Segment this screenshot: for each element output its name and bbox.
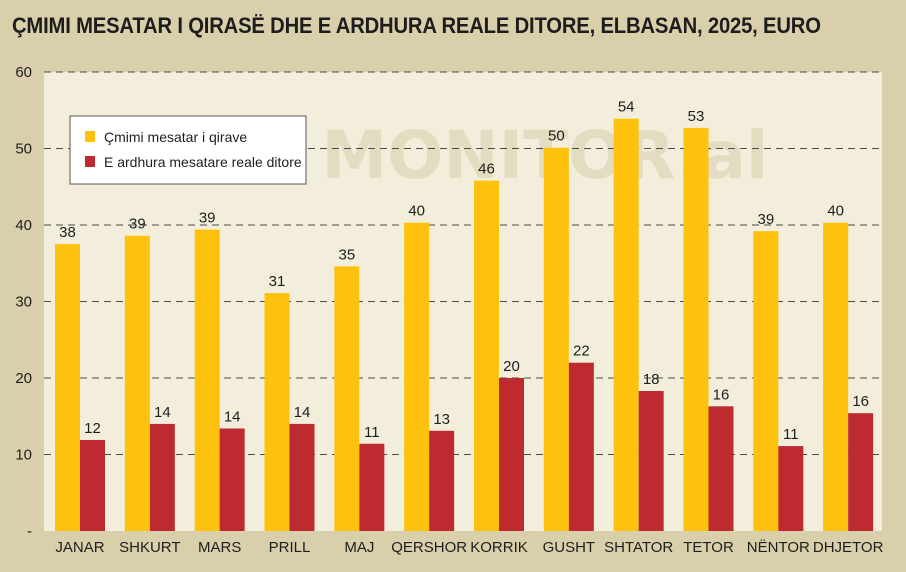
bar-rent [613,118,639,531]
bar-income [708,406,734,531]
data-label-rent: 39 [199,210,216,227]
data-label-rent: 40 [827,203,844,220]
data-label-income: 13 [433,411,450,428]
x-tick-label: SHKURT [119,539,180,556]
y-tick-label: 50 [15,141,32,158]
bar-rent [474,180,499,531]
bar-income [568,362,594,531]
data-label-rent: 31 [269,273,286,290]
data-label-income: 16 [852,393,869,410]
bar-rent [124,235,150,531]
bar-income [359,443,385,531]
bar-rent [334,266,360,531]
x-tick-label: MARS [198,539,241,556]
bar-rent [823,222,849,531]
legend-label: E ardhura mesatare reale ditore [104,154,302,170]
data-label-income: 18 [643,371,660,388]
x-tick-label: SHTATOR [604,539,673,556]
y-tick-label: 40 [15,217,32,234]
bar-income [219,428,245,531]
x-tick-label: GUSHT [543,539,596,556]
data-label-income: 14 [224,408,241,425]
data-label-rent: 46 [478,161,495,178]
x-tick-label: KORRIK [470,539,528,556]
y-tick-label: 20 [15,370,32,387]
data-label-rent: 38 [59,224,76,241]
bar-income [149,423,175,531]
bar-rent [543,147,569,532]
bar-rent [55,244,80,531]
legend-label: Çmimi mesatar i qirave [104,129,247,145]
bar-income [289,423,315,531]
x-tick-label: QERSHOR [391,539,467,556]
bar-rent [404,222,430,531]
data-label-income: 22 [573,343,590,360]
data-label-rent: 39 [757,211,774,228]
data-label-income: 20 [503,358,520,375]
x-tick-label: NËNTOR [747,539,810,556]
bar-rent [683,127,709,531]
data-label-income: 12 [84,420,101,437]
x-tick-label: JANAR [55,539,104,556]
data-label-income: 11 [364,424,380,441]
data-label-rent: 53 [688,108,705,125]
bar-income [848,413,874,531]
data-label-rent: 40 [408,203,425,220]
data-label-income: 11 [783,426,799,443]
data-label-income: 14 [294,404,311,421]
legend-swatch [85,156,95,167]
data-label-income: 14 [154,404,171,421]
data-label-rent: 35 [338,246,355,263]
chart-title: ÇMIMI MESATAR I QIRASË DHE E ARDHURA REA… [12,13,821,38]
bar-income [80,439,105,531]
y-tick-label: - [27,523,32,540]
x-tick-label: TETOR [683,539,734,556]
x-tick-label: MAJ [344,539,374,556]
x-tick-label: PRILL [269,539,311,556]
bar-income [499,378,524,531]
bar-rent [194,229,220,531]
legend-swatch [85,131,95,142]
x-tick-label: DHJETOR [813,539,884,556]
bar-rent [264,293,290,531]
y-tick-label: 30 [15,294,32,311]
bar-income [638,391,664,531]
bar-income [429,430,455,531]
y-tick-label: 10 [15,447,32,464]
y-tick-label: 60 [15,64,32,81]
data-label-income: 16 [713,386,730,403]
bar-income [778,446,804,531]
data-label-rent: 39 [129,216,146,233]
bar-rent [753,231,779,531]
data-label-rent: 50 [548,128,565,145]
legend-box [69,115,307,185]
data-label-rent: 54 [618,99,635,116]
